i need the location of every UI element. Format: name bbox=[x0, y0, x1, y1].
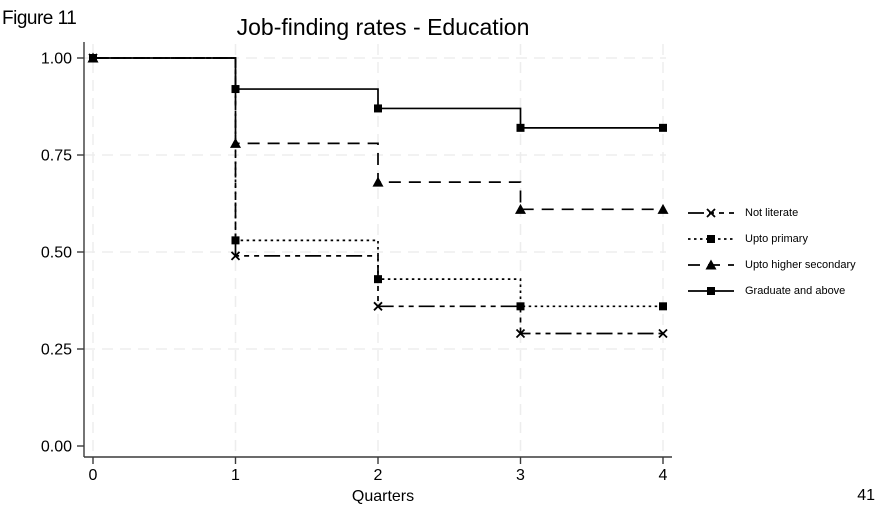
series-marker-upto-primary bbox=[231, 236, 240, 245]
series-marker-upto-higher-secondary bbox=[515, 203, 526, 214]
series-marker-graduate-and-above bbox=[659, 123, 667, 132]
series-marker-upto-higher-secondary bbox=[372, 176, 384, 187]
x-marker-icon bbox=[706, 208, 716, 218]
x-tick-label: 4 bbox=[659, 467, 668, 484]
series-marker-graduate-and-above bbox=[516, 123, 525, 132]
series-marker-upto-higher-secondary bbox=[657, 203, 669, 214]
x-tick-label: 1 bbox=[231, 467, 240, 484]
series-marker-upto-higher-secondary bbox=[230, 137, 241, 148]
square-marker-icon bbox=[707, 287, 715, 295]
y-tick-label: 0.50 bbox=[41, 245, 72, 262]
series-marker-not-literate bbox=[230, 251, 241, 261]
legend-item: Upto primary bbox=[688, 226, 856, 252]
x-axis-label: Quarters bbox=[351, 488, 415, 505]
series-marker-graduate-and-above bbox=[89, 54, 97, 62]
series-marker-graduate-and-above bbox=[231, 85, 240, 94]
series-marker-upto-primary bbox=[374, 275, 382, 284]
chart-title: Job-finding rates - Education bbox=[236, 14, 530, 40]
legend-label: Upto primary bbox=[745, 233, 808, 245]
y-tick-label: 0.00 bbox=[41, 439, 72, 456]
series-marker-upto-primary bbox=[659, 302, 667, 311]
figure-label: Figure 11 bbox=[2, 8, 77, 29]
triangle-marker-icon bbox=[705, 259, 717, 270]
legend-item: Upto higher secondary bbox=[688, 252, 856, 278]
y-tick-label: 1.00 bbox=[41, 51, 72, 68]
legend: Not literate Upto primary Upto higher seco… bbox=[688, 200, 856, 304]
series-marker-graduate-and-above bbox=[374, 104, 382, 113]
legend-label: Graduate and above bbox=[745, 285, 846, 297]
legend-item: Not literate bbox=[688, 200, 856, 226]
y-tick-label: 0.75 bbox=[41, 148, 72, 165]
series-marker-upto-primary bbox=[516, 302, 525, 311]
x-tick-label: 0 bbox=[89, 467, 98, 484]
series-marker-not-literate bbox=[373, 301, 383, 311]
legend-line-sample bbox=[688, 287, 734, 295]
page-number: 41 bbox=[857, 487, 875, 504]
series-line-upto-higher-secondary bbox=[93, 57, 663, 211]
legend-line-sample bbox=[688, 259, 734, 270]
series-marker-not-literate bbox=[658, 328, 668, 339]
legend-item: Graduate and above bbox=[688, 278, 856, 304]
y-tick-label: 0.25 bbox=[41, 342, 72, 359]
legend-label: Not literate bbox=[745, 207, 799, 219]
legend-label: Upto higher secondary bbox=[745, 259, 856, 271]
legend-line-sample bbox=[688, 235, 734, 243]
legend-line-sample bbox=[688, 208, 734, 218]
square-marker-icon bbox=[707, 235, 715, 243]
x-tick-label: 2 bbox=[374, 467, 383, 484]
series-line-upto-primary bbox=[93, 57, 663, 308]
x-tick-label: 3 bbox=[516, 467, 525, 484]
series-marker-not-literate bbox=[515, 328, 526, 339]
